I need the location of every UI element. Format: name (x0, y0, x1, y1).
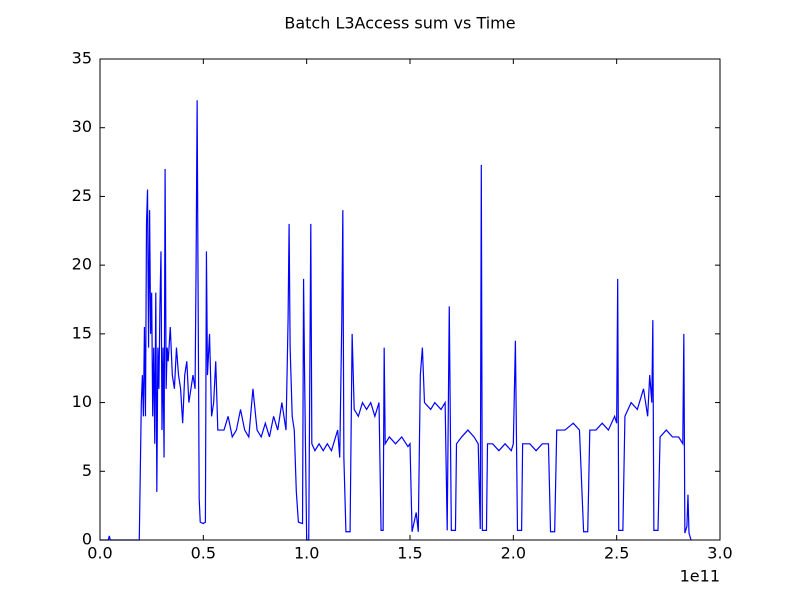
x-tick-label: 1.5 (397, 544, 422, 563)
y-tick-label: 5 (82, 461, 92, 480)
x-tick-label: 0.0 (87, 544, 112, 563)
y-tick-label: 15 (72, 323, 92, 342)
data-line (100, 100, 692, 541)
chart-title: Batch L3Access sum vs Time (284, 14, 515, 33)
y-tick-label: 30 (72, 117, 92, 136)
x-tick-label: 1.0 (294, 544, 319, 563)
plot-frame (99, 58, 721, 541)
x-tick-label: 2.0 (501, 544, 526, 563)
y-tick-label: 10 (72, 392, 92, 411)
y-tick-label: 35 (72, 49, 92, 68)
y-tick-label: 20 (72, 255, 92, 274)
x-offset-label: 1e11 (680, 567, 720, 586)
x-tick-label: 0.5 (191, 544, 216, 563)
x-tick-label: 3.0 (707, 544, 732, 563)
y-tick-label: 25 (72, 186, 92, 205)
x-tick-label: 2.5 (604, 544, 629, 563)
y-tick-label: 0 (82, 530, 92, 549)
